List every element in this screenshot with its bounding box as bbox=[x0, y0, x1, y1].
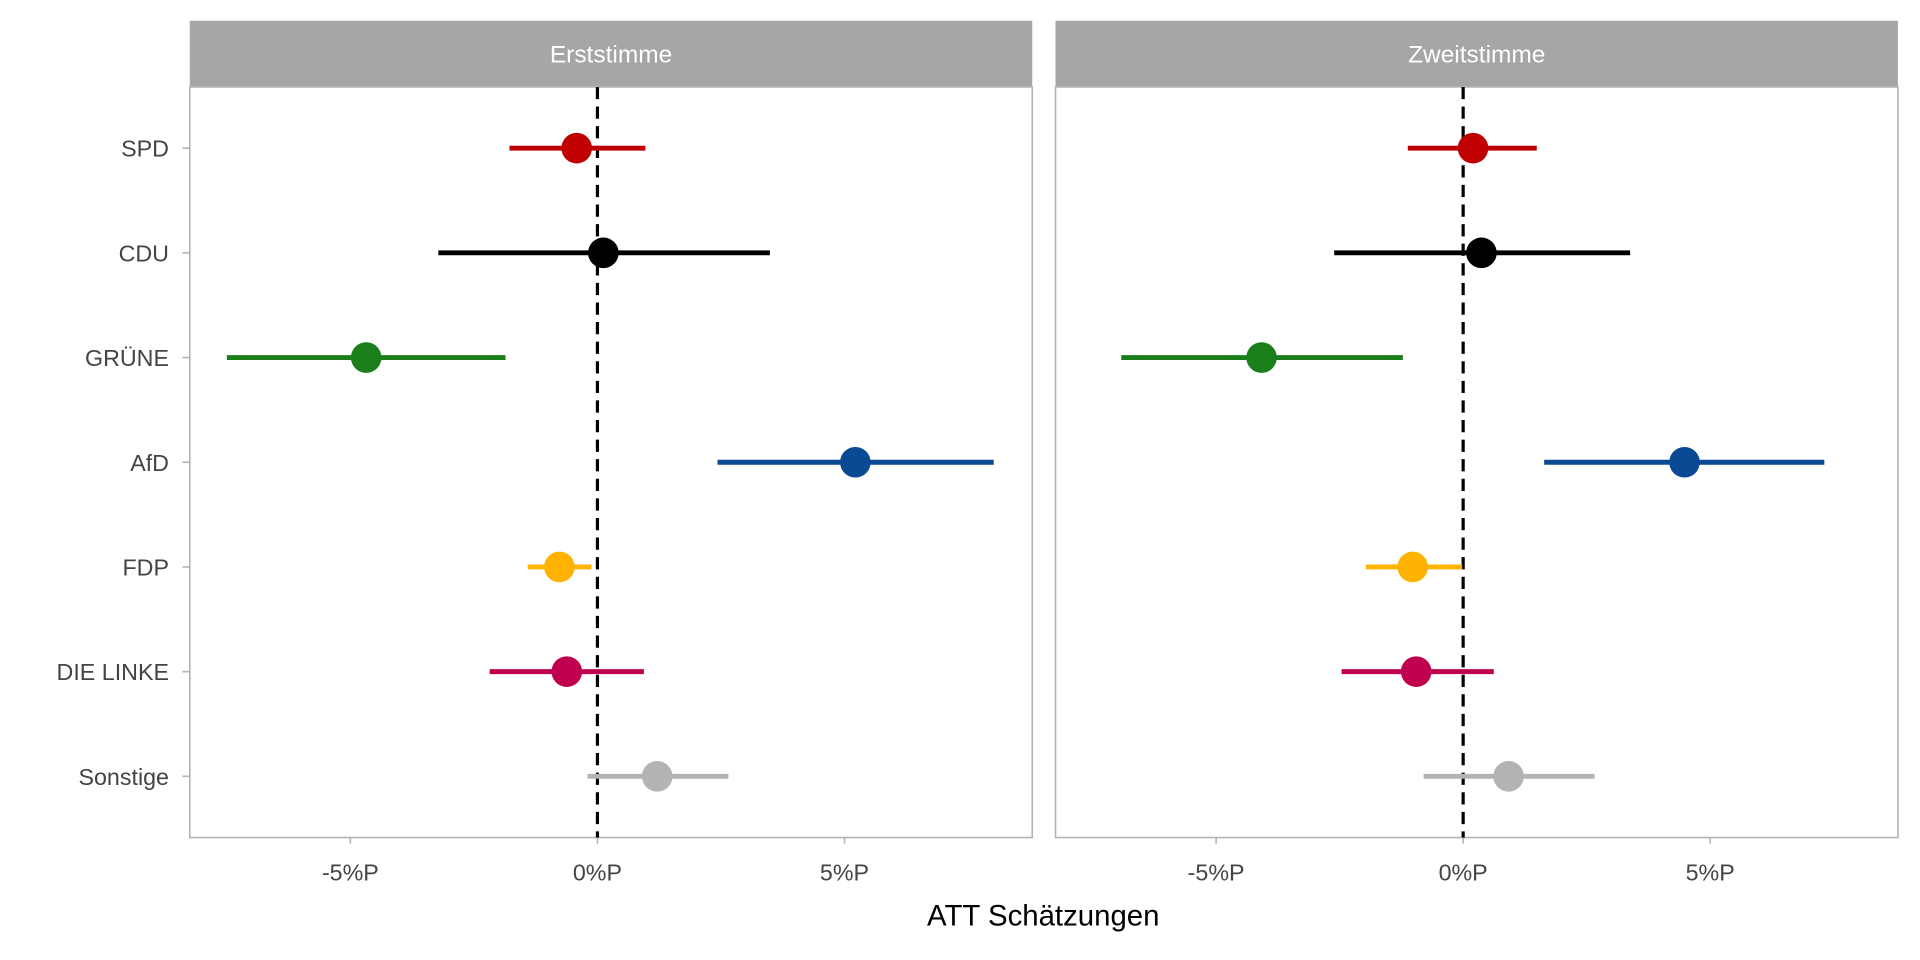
y-axis-labels: SPD CDU GRÜNE AfD FDP DIE LINKE Sonstige bbox=[57, 136, 190, 790]
facet-title: Erststimme bbox=[550, 41, 672, 68]
point-fdp bbox=[1397, 551, 1429, 583]
x-tick-label: 0%P bbox=[573, 859, 622, 885]
x-tick-label: 5%P bbox=[820, 859, 869, 885]
panel-erststimme: Erststimme -5%P 0%P 5%P bbox=[189, 20, 1034, 885]
point-spd bbox=[1457, 132, 1489, 164]
y-tick-label: FDP bbox=[122, 555, 168, 581]
point-die-linke bbox=[1400, 656, 1432, 687]
panel-zweitstimme: Zweitstimme -5%P 0%P 5%P bbox=[1054, 20, 1899, 885]
point-fdp bbox=[544, 551, 575, 583]
point-grüne bbox=[350, 342, 382, 373]
y-tick-label: SPD bbox=[121, 136, 169, 162]
x-tick-label: 0%P bbox=[1439, 859, 1488, 885]
point-sonstige bbox=[1493, 761, 1524, 792]
y-tick-label: Sonstige bbox=[78, 764, 168, 790]
panel-border bbox=[1054, 86, 1899, 839]
point-grüne bbox=[1246, 342, 1277, 373]
point-sonstige bbox=[641, 761, 673, 792]
point-cdu bbox=[1466, 237, 1497, 269]
point-afd bbox=[1669, 446, 1700, 478]
x-tick-label: 5%P bbox=[1686, 859, 1735, 885]
point-die-linke bbox=[551, 656, 583, 687]
x-tick-label: -5%P bbox=[322, 859, 379, 885]
facet-strip bbox=[189, 20, 1033, 87]
point-cdu bbox=[588, 237, 619, 269]
y-tick-label: CDU bbox=[119, 240, 169, 266]
x-tick-label: -5%P bbox=[1188, 859, 1245, 885]
y-tick-label: GRÜNE bbox=[85, 345, 169, 371]
point-afd bbox=[840, 446, 871, 478]
x-axis-title: ATT Schätzungen bbox=[927, 900, 1159, 933]
point-spd bbox=[561, 132, 592, 164]
panels: Erststimme -5%P 0%P 5%P Zweitstimme -5%P 0%P 5%… bbox=[189, 20, 1899, 885]
facet-strip bbox=[1055, 20, 1898, 87]
facet-title: Zweitstimme bbox=[1408, 41, 1545, 68]
y-tick-label: DIE LINKE bbox=[57, 659, 169, 685]
y-tick-label: AfD bbox=[130, 450, 169, 476]
